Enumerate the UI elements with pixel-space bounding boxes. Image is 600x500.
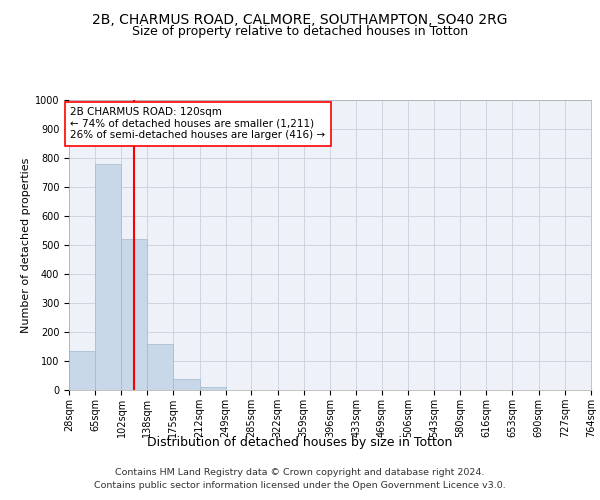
Text: Contains public sector information licensed under the Open Government Licence v3: Contains public sector information licen… bbox=[94, 480, 506, 490]
Y-axis label: Number of detached properties: Number of detached properties bbox=[20, 158, 31, 332]
Bar bbox=[69, 352, 95, 390]
Text: 2B, CHARMUS ROAD, CALMORE, SOUTHAMPTON, SO40 2RG: 2B, CHARMUS ROAD, CALMORE, SOUTHAMPTON, … bbox=[92, 12, 508, 26]
Text: Contains HM Land Registry data © Crown copyright and database right 2024.: Contains HM Land Registry data © Crown c… bbox=[115, 468, 485, 477]
Text: Size of property relative to detached houses in Totton: Size of property relative to detached ho… bbox=[132, 25, 468, 38]
Bar bbox=[95, 164, 121, 390]
Bar bbox=[173, 379, 199, 390]
Bar bbox=[199, 386, 226, 390]
Text: 2B CHARMUS ROAD: 120sqm
← 74% of detached houses are smaller (1,211)
26% of semi: 2B CHARMUS ROAD: 120sqm ← 74% of detache… bbox=[70, 108, 326, 140]
Text: Distribution of detached houses by size in Totton: Distribution of detached houses by size … bbox=[148, 436, 452, 449]
Bar bbox=[121, 238, 147, 390]
Bar bbox=[147, 344, 173, 390]
